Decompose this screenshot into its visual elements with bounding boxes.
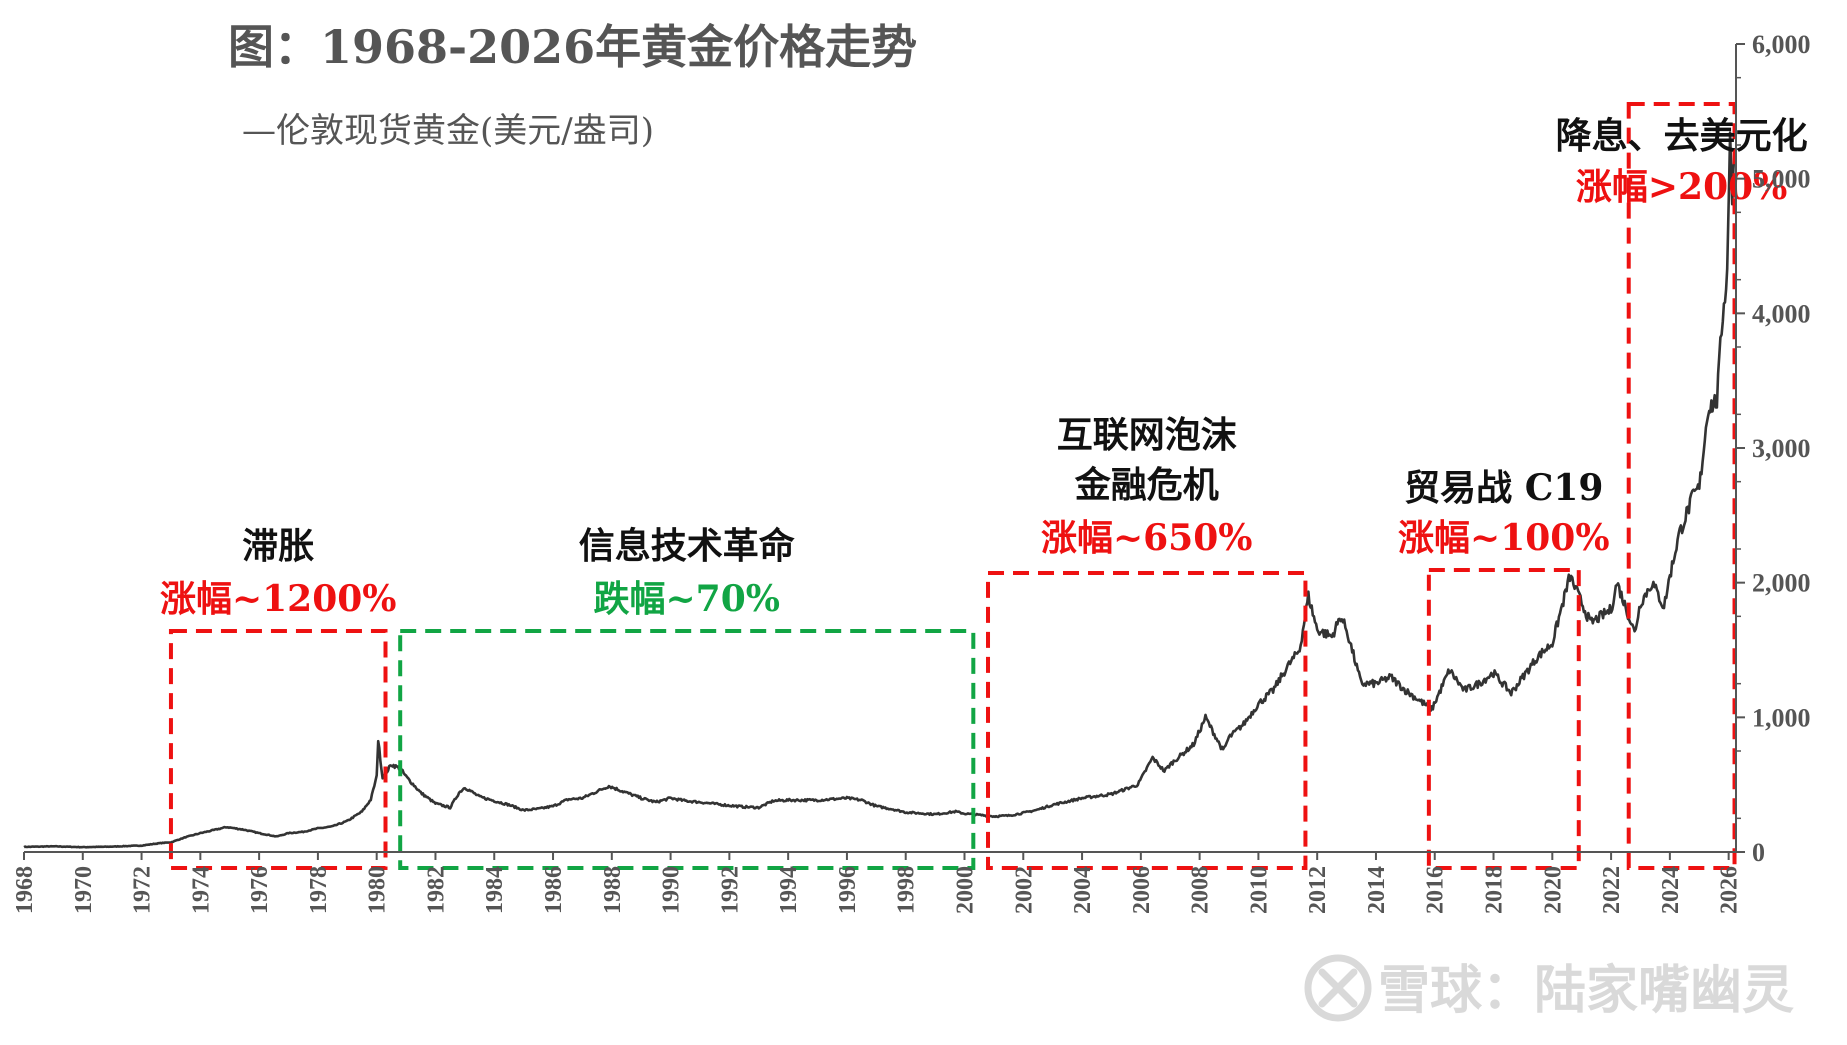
x-tick-label: 1986: [541, 866, 567, 914]
legend-label: —伦敦现货黄金(美元/盎司): [242, 111, 654, 151]
x-tick-label: 2004: [1070, 866, 1096, 914]
annotations: 滞胀涨幅~1200%信息技术革命跌幅~70%互联网泡沫金融危机涨幅~650%贸易…: [160, 102, 1808, 870]
x-tick-label: 2012: [1305, 866, 1331, 914]
annotation-trade-war-c19: 贸易战 C19 涨幅~100%: [1398, 467, 1610, 870]
x-tick-label: 2000: [952, 866, 978, 914]
annotation-box: [1626, 102, 1737, 870]
annotation-box: [168, 629, 388, 870]
y-tick-label: 5,000: [1752, 165, 1811, 194]
x-tick-label: 2016: [1423, 866, 1449, 914]
x-tick-label: 1998: [894, 866, 920, 914]
annotation-label: 信息技术革命: [579, 525, 795, 567]
annotation-change: 涨幅~100%: [1398, 517, 1610, 559]
snowball-logo-icon: [1304, 954, 1372, 1022]
x-tick-label: 1968: [12, 866, 38, 914]
x-tick-label: 1980: [365, 866, 391, 914]
annotation-label: 贸易战 C19: [1404, 467, 1603, 509]
x-tick-label: 2014: [1364, 866, 1390, 914]
x-tick-label: 1992: [717, 866, 743, 914]
x-tick-label: 2022: [1599, 866, 1625, 914]
annotation-label: 金融危机: [1074, 464, 1219, 506]
x-tick-label: 1978: [306, 866, 332, 914]
x-tick-label: 2018: [1482, 866, 1508, 914]
x-tick-label: 1982: [423, 866, 449, 914]
x-tick-label: 2010: [1246, 866, 1272, 914]
x-tick-label: 1972: [130, 866, 156, 914]
y-tick-label: 3,000: [1752, 434, 1811, 463]
annotation-box: [398, 629, 976, 870]
annotation-change: 涨幅>200%: [1576, 166, 1788, 208]
y-tick-label: 0: [1752, 838, 1765, 867]
chart-title: 图：1968-2026年黄金价格走势: [228, 20, 917, 74]
y-tick-label: 1,000: [1752, 703, 1811, 732]
gold-price-series-line: [23, 131, 1736, 849]
x-tick-label: 1976: [247, 866, 273, 914]
axes: 1968 1970 1972 1974 1976 1978 1980 1982 1984 1986…: [12, 30, 1811, 914]
x-tick-label: 1990: [659, 866, 685, 914]
x-tick-label: 2008: [1188, 866, 1214, 914]
annotation-label: 互联网泡沫: [1057, 414, 1237, 456]
x-tick-label: 2026: [1717, 866, 1743, 914]
annotation-change: 涨幅~650%: [1041, 517, 1253, 559]
y-tick-label: 2,000: [1752, 569, 1811, 598]
x-tick-label: 1970: [71, 866, 97, 914]
annotation-box: [986, 571, 1308, 870]
x-tick-label: 1984: [482, 866, 508, 914]
x-tick-label: 2020: [1540, 866, 1566, 914]
plot-area: [23, 131, 1736, 849]
x-tick-label: 1996: [835, 866, 861, 914]
y-tick-label: 6,000: [1752, 30, 1811, 59]
watermark: 雪球：陆家嘴幽灵: [1304, 954, 1794, 1022]
annotation-change: 跌幅~70%: [594, 578, 780, 620]
watermark-text: 雪球：陆家嘴幽灵: [1378, 961, 1794, 1021]
x-tick-label: 1974: [188, 866, 214, 914]
x-tick-label: 1988: [600, 866, 626, 914]
annotation-label: 滞胀: [242, 525, 314, 567]
x-tick-label: 2006: [1129, 866, 1155, 914]
y-tick-label: 4,000: [1752, 299, 1811, 328]
x-tick-label: 2024: [1658, 866, 1684, 914]
annotation-box: [1426, 568, 1581, 870]
x-tick-label: 1994: [776, 866, 802, 914]
annotation-label: 降息、去美元化: [1556, 115, 1808, 157]
x-tick-label: 2002: [1011, 866, 1037, 914]
annotation-change: 涨幅~1200%: [160, 578, 397, 620]
